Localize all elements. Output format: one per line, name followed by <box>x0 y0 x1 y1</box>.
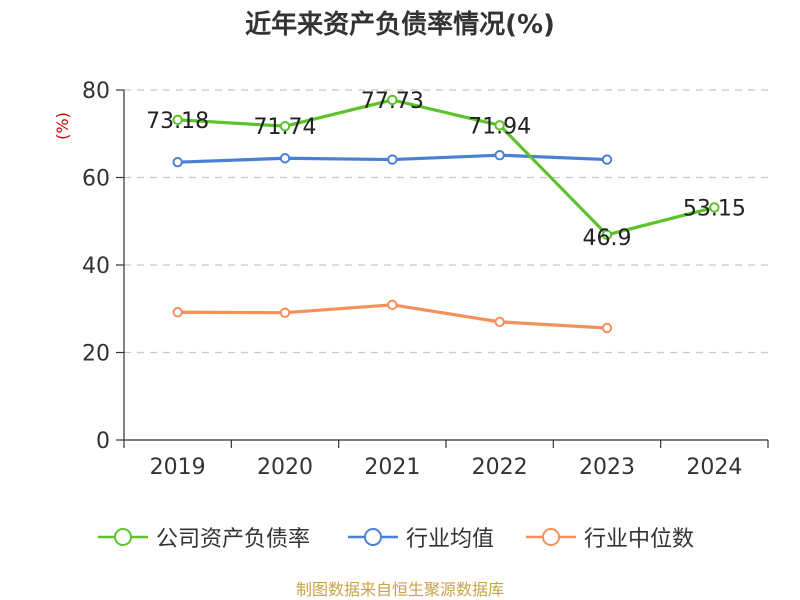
axes: 0 20 40 60 80 2019 2020 2021 2022 2023 2024 <box>82 79 769 480</box>
data-point[interactable] <box>601 154 613 165</box>
data-labels: 73.18 71.74 77.73 71.94 46.9 53.15 <box>146 89 746 251</box>
data-label: 71.94 <box>468 114 531 139</box>
data-label: 53.15 <box>683 196 746 221</box>
legend-label-company: 公司资产负债率 <box>156 527 311 552</box>
data-point[interactable] <box>387 154 398 165</box>
y-axis-label: (%) <box>53 112 72 140</box>
data-point[interactable] <box>172 307 183 318</box>
legend-marker-industry-median <box>526 528 576 546</box>
legend-marker-industry-avg <box>348 528 398 546</box>
y-tick-label: 40 <box>82 254 110 279</box>
data-point[interactable] <box>494 120 505 131</box>
legend-item-industry-median[interactable]: 行业中位数 <box>524 520 694 554</box>
x-tick-label: 2024 <box>686 455 742 480</box>
data-point[interactable] <box>494 149 505 161</box>
data-point[interactable] <box>387 94 398 106</box>
y-tick-label: 60 <box>82 167 110 192</box>
x-tick-label: 2019 <box>150 455 206 480</box>
x-tick-label: 2022 <box>472 455 528 480</box>
y-tick-label: 20 <box>82 342 110 367</box>
legend-item-industry-avg[interactable]: 行业均值 <box>346 520 494 554</box>
legend-item-company[interactable]: 公司资产负债率 <box>96 520 310 554</box>
data-label: 71.74 <box>254 115 317 140</box>
data-point[interactable] <box>172 156 183 168</box>
legend-label-industry-avg: 行业均值 <box>406 527 495 552</box>
data-label: 73.18 <box>146 109 209 134</box>
source-note: 制图数据来自恒生聚源数据库 <box>295 580 504 599</box>
y-tick-label: 80 <box>82 79 110 104</box>
data-point[interactable] <box>601 229 613 241</box>
data-point[interactable] <box>494 316 505 328</box>
legend-marker-company <box>98 528 148 546</box>
data-point[interactable] <box>709 202 720 213</box>
data-point[interactable] <box>279 153 291 164</box>
x-tick-label: 2020 <box>257 455 313 480</box>
series-line <box>177 98 715 237</box>
data-label: 77.73 <box>361 89 424 114</box>
gridlines <box>124 89 768 354</box>
x-tick-label: 2021 <box>364 455 420 480</box>
data-point[interactable] <box>172 114 183 126</box>
data-point[interactable] <box>387 299 398 311</box>
chart-title: 近年来资产负债率情况(%) <box>245 10 555 40</box>
data-point[interactable] <box>601 322 613 334</box>
series-lines <box>172 94 720 334</box>
y-tick-label: 0 <box>96 429 110 454</box>
legend-label-industry-median: 行业中位数 <box>584 527 695 552</box>
data-point[interactable] <box>279 307 291 318</box>
data-point[interactable] <box>279 120 291 132</box>
x-tick-label: 2023 <box>579 455 635 480</box>
data-label: 46.9 <box>583 226 632 251</box>
legend: 公司资产负债率 行业均值 行业中位数 <box>0 520 800 554</box>
